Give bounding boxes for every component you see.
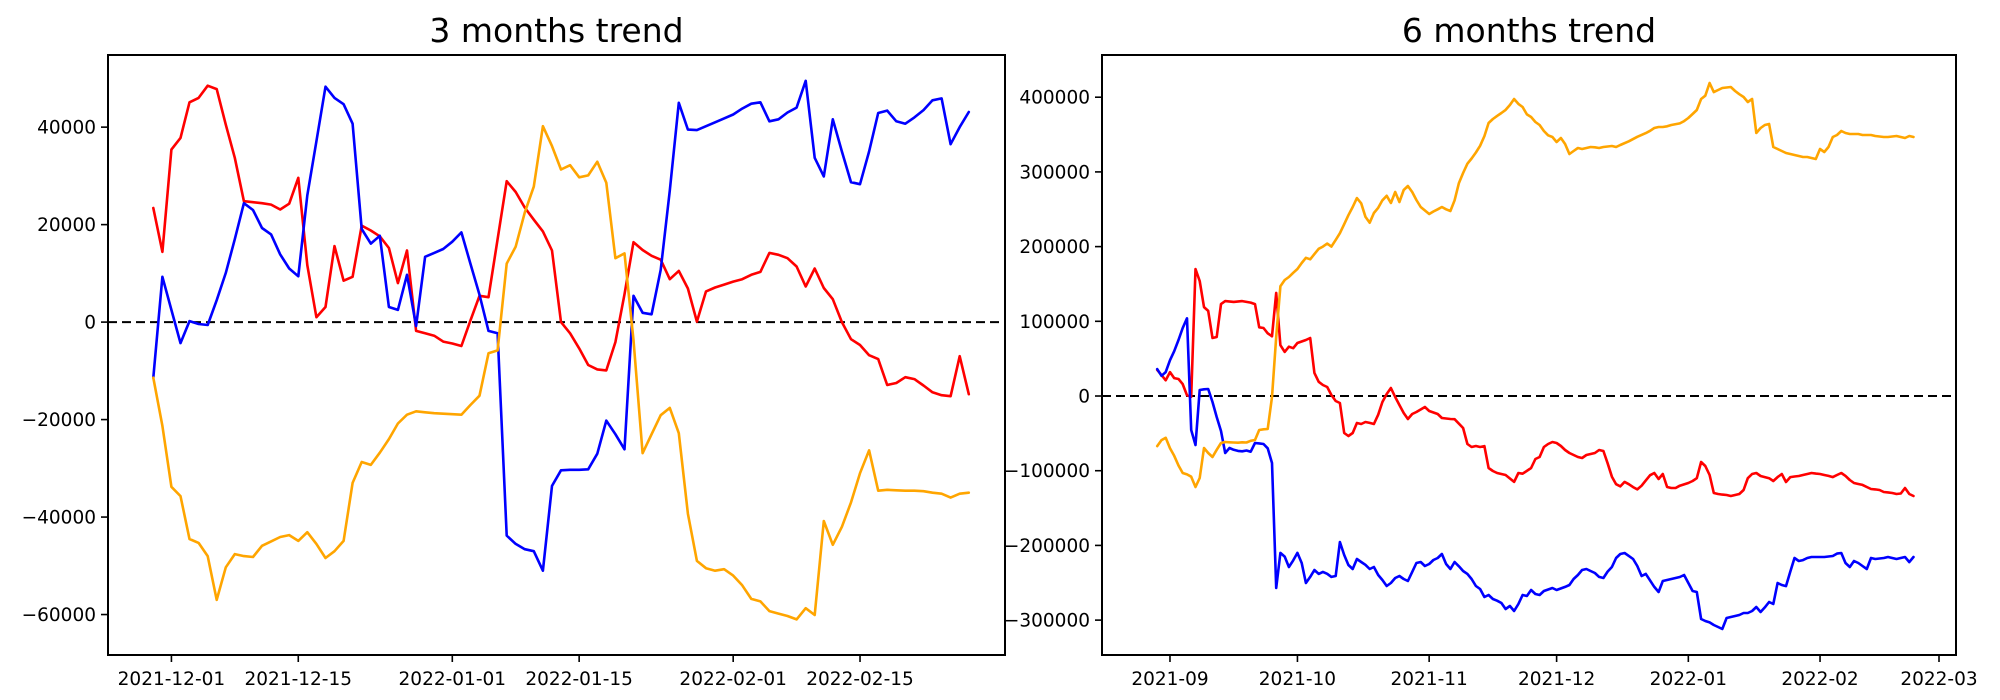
x-tick-label: 2021-11 <box>1390 669 1467 690</box>
plot-border <box>1101 54 1957 656</box>
x-tick-label: 2021-10 <box>1259 669 1336 690</box>
plot-border <box>107 54 1006 656</box>
series-line-blue <box>1155 316 1915 631</box>
y-tick-label: 0 <box>1078 387 1090 408</box>
y-tick-label: 200000 <box>1019 237 1090 258</box>
series-line-blue <box>152 79 971 573</box>
x-tick-label: 2021-12-01 <box>118 669 226 690</box>
y-tick-label: 100000 <box>1019 312 1090 333</box>
x-tick-label: 2022-01 <box>1650 669 1727 690</box>
x-tick-label: 2022-02-01 <box>679 669 787 690</box>
x-tick-label: 2021-09 <box>1131 669 1208 690</box>
y-tick-label: 40000 <box>37 118 96 139</box>
x-tick-label: 2022-01-01 <box>399 669 507 690</box>
y-tick-label: −200000 <box>1004 536 1090 557</box>
series-line-red <box>1155 267 1915 498</box>
series-line-orange <box>152 124 971 621</box>
y-tick-label: 20000 <box>37 215 96 236</box>
chart-6-months-trend: 6 months trend 2021-09 2021-10 2021-11 2021-… <box>1004 11 1978 690</box>
y-tick-label: −100000 <box>1004 461 1090 482</box>
x-tick-label: 2022-03 <box>1900 669 1977 690</box>
y-tick-label: 400000 <box>1019 88 1090 109</box>
x-tick-label: 2021-12 <box>1518 669 1595 690</box>
y-tick-label: −20000 <box>22 410 96 431</box>
y-tick-label: 0 <box>84 313 96 334</box>
y-tick-label: −60000 <box>22 605 96 626</box>
chart-3-months-trend: 3 months trend 2021-12-01 2021-12-15 2022-0… <box>22 11 1006 690</box>
x-tick-label: 2022-01-15 <box>525 669 633 690</box>
y-tick-label: −40000 <box>22 508 96 529</box>
series-line-red <box>152 84 971 398</box>
series-line-orange <box>1155 81 1915 489</box>
x-tick-label: 2022-02 <box>1781 669 1858 690</box>
x-tick-label: 2021-12-15 <box>245 669 353 690</box>
x-tick-label: 2022-02-15 <box>806 669 914 690</box>
y-tick-label: 300000 <box>1019 162 1090 183</box>
y-tick-label: −300000 <box>1004 611 1090 632</box>
chart-title: 3 months trend <box>429 11 683 50</box>
chart-title: 6 months trend <box>1402 11 1656 50</box>
